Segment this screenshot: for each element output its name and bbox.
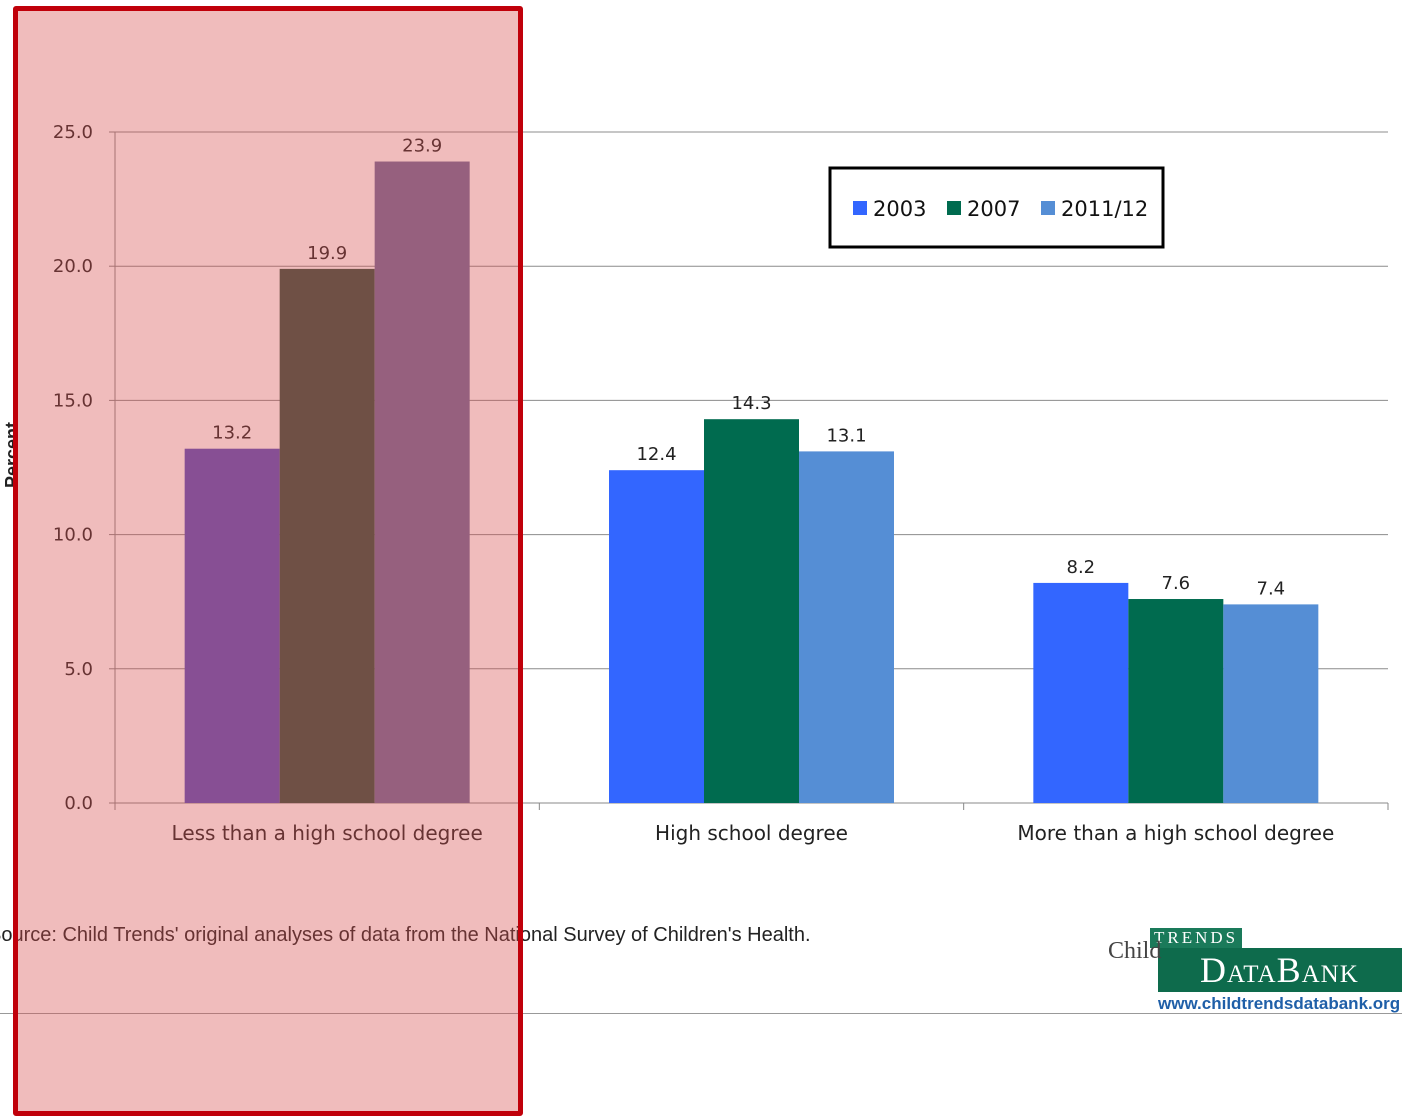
bar-2003-2 xyxy=(609,470,704,803)
divider xyxy=(0,1013,1402,1014)
data-label: 7.4 xyxy=(1257,578,1286,599)
highlight-overlay xyxy=(13,6,523,1116)
data-label: 8.2 xyxy=(1067,557,1096,578)
y-tick-label: 25.0 xyxy=(53,122,93,143)
logo-child: Child xyxy=(1108,938,1162,964)
bar-2011-12-3 xyxy=(1223,604,1319,803)
data-label: 19.9 xyxy=(307,243,347,264)
source-note: Source: Child Trends' original analyses … xyxy=(0,924,811,946)
bar-2007-1 xyxy=(279,268,375,803)
legend: 2003 2007 2011/12 xyxy=(828,166,1165,249)
bar-2011-12-2 xyxy=(799,451,894,803)
x-category-label: High school degree xyxy=(655,821,848,845)
logo-trends: TRENDS xyxy=(1150,928,1243,948)
legend-swatch xyxy=(853,201,867,215)
bar-2003-1 xyxy=(184,448,280,803)
data-label: 12.4 xyxy=(636,444,676,465)
logo-databank: DataBank xyxy=(1200,950,1359,990)
bars xyxy=(184,161,1319,804)
y-axis-ticks: 0.0 5.0 10.0 15.0 20.0 25.0 xyxy=(53,122,93,814)
legend-swatch xyxy=(1041,201,1055,215)
x-category-label: More than a high school degree xyxy=(1017,821,1334,845)
legend-label: 2003 xyxy=(873,197,926,221)
y-tick-label: 15.0 xyxy=(53,390,93,411)
y-tick-label: 0.0 xyxy=(64,793,93,814)
legend-label: 2011/12 xyxy=(1061,197,1148,221)
data-label: 13.2 xyxy=(212,423,252,444)
legend-box xyxy=(828,166,1165,249)
logo-band xyxy=(1158,948,1402,992)
bar-2007-2 xyxy=(704,419,799,803)
data-label: 7.6 xyxy=(1162,573,1191,594)
legend-swatch xyxy=(947,201,961,215)
data-label: 14.3 xyxy=(731,393,771,414)
data-label: 23.9 xyxy=(402,136,442,157)
bar-chart: 0.05.010.015.020.025.0 13.219.923.912.41… xyxy=(2,122,1389,845)
y-tick-label: 20.0 xyxy=(53,256,93,277)
bar-2007-3 xyxy=(1128,599,1224,803)
child-trends-databank-logo: TRENDS Child DataBank www.childtrendsdat… xyxy=(1100,922,1402,1017)
bar-2011-12-1 xyxy=(374,161,470,804)
bar-2003-3 xyxy=(1033,582,1129,803)
data-labels: 13.2 19.9 23.9 12.4 14.3 13.1 8.2 7.6 7.4 xyxy=(212,136,1285,600)
legend-label: 2007 xyxy=(967,197,1020,221)
data-label: 13.1 xyxy=(826,425,866,446)
x-category-label: Less than a high school degree xyxy=(172,821,483,845)
logo-url: www.childtrendsdatabank.org xyxy=(1158,994,1401,1013)
y-tick-label: 10.0 xyxy=(53,525,93,546)
x-axis-categories: Less than a high school degree High schoo… xyxy=(172,821,1335,845)
y-tick-label: 5.0 xyxy=(64,659,93,680)
